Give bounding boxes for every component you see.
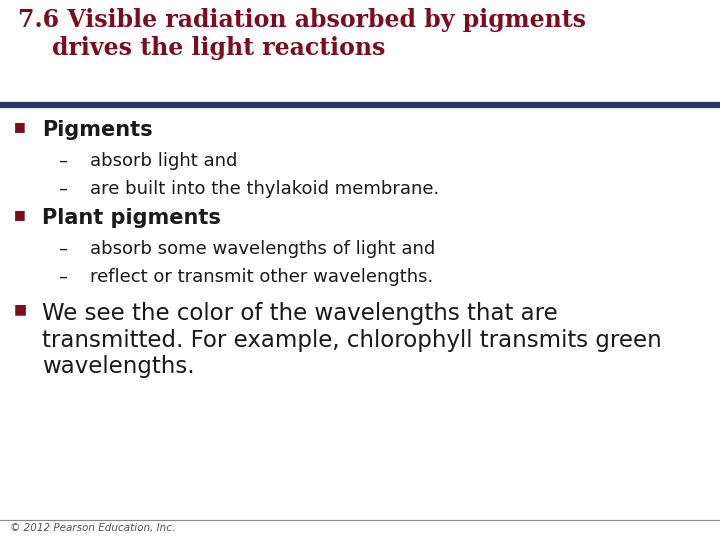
Text: ■: ■ (14, 120, 26, 133)
Text: –: – (58, 152, 67, 170)
Text: We see the color of the wavelengths that are
transmitted. For example, chlorophy: We see the color of the wavelengths that… (42, 302, 662, 378)
Text: –: – (58, 268, 67, 286)
Text: absorb light and: absorb light and (90, 152, 238, 170)
Text: © 2012 Pearson Education, Inc.: © 2012 Pearson Education, Inc. (10, 523, 175, 533)
Text: drives the light reactions: drives the light reactions (52, 36, 385, 60)
Text: ■: ■ (14, 208, 26, 221)
Text: Plant pigments: Plant pigments (42, 208, 221, 228)
Text: 7.6 Visible radiation absorbed by pigments: 7.6 Visible radiation absorbed by pigmen… (18, 8, 586, 32)
Text: absorb some wavelengths of light and: absorb some wavelengths of light and (90, 240, 436, 258)
Text: ■: ■ (14, 302, 27, 316)
Text: reflect or transmit other wavelengths.: reflect or transmit other wavelengths. (90, 268, 433, 286)
Text: –: – (58, 240, 67, 258)
Text: are built into the thylakoid membrane.: are built into the thylakoid membrane. (90, 180, 439, 198)
Text: Pigments: Pigments (42, 120, 153, 140)
Text: –: – (58, 180, 67, 198)
